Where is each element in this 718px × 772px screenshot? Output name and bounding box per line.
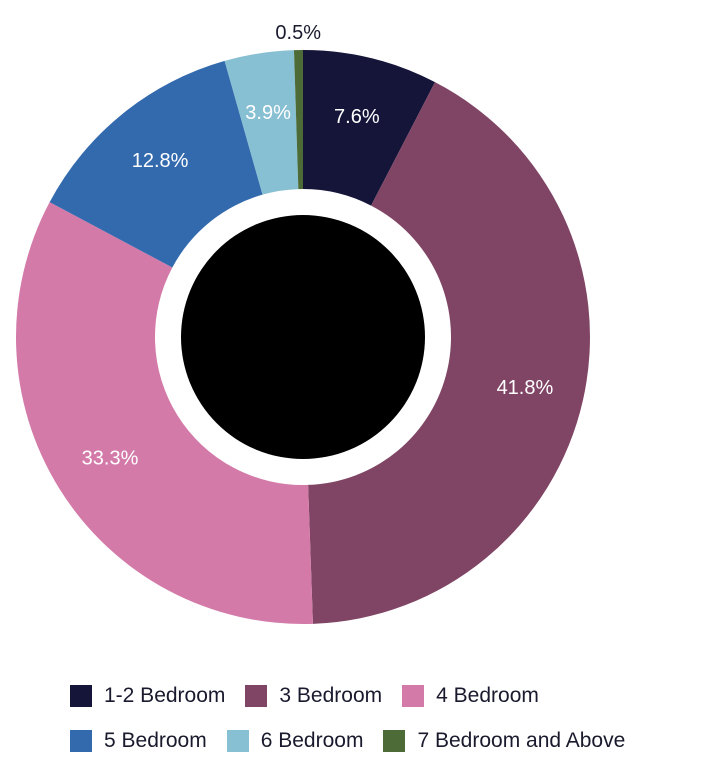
legend-swatch <box>383 730 406 752</box>
slice-7-bedroom-and-above <box>293 50 303 190</box>
legend-item-3-bedroom: 3 Bedroom <box>245 684 382 708</box>
legend-item-5-bedroom: 5 Bedroom <box>70 729 207 753</box>
legend-label: 3 Bedroom <box>279 684 383 707</box>
slice-6-bedroom <box>224 50 299 195</box>
legend-label: 4 Bedroom <box>436 684 539 707</box>
data-label: 12.8% <box>132 150 189 172</box>
legend-row: 5 Bedroom 6 Bedroom 7 Bedroom and Above <box>70 727 710 755</box>
legend-swatch <box>245 685 268 707</box>
data-label: 41.8% <box>497 377 554 399</box>
donut-chart: 7.6% 41.8% 33.3% 12.8% 3.9% 0.5% <box>15 22 591 624</box>
legend-row: 1-2 Bedroom 3 Bedroom 4 Bedroom <box>70 682 710 710</box>
data-label: 7.6% <box>334 106 380 128</box>
legend-swatch <box>70 685 92 707</box>
slice-5-bedroom <box>49 60 263 268</box>
legend-swatch <box>70 730 92 752</box>
legend-item-7-bedroom-and-above: 7 Bedroom and Above <box>383 729 625 753</box>
legend-swatch <box>402 685 425 707</box>
center-circle <box>181 215 425 459</box>
data-label: 33.3% <box>82 447 139 469</box>
legend: 1-2 Bedroom 3 Bedroom 4 Bedroom 5 Bedroo… <box>70 682 710 772</box>
data-label: 3.9% <box>245 102 291 124</box>
slice-3-bedroom <box>308 82 591 624</box>
slice-4-bedroom <box>15 202 313 624</box>
legend-item-6-bedroom: 6 Bedroom <box>226 729 364 753</box>
legend-label: 1-2 Bedroom <box>104 684 226 707</box>
legend-item-4-bedroom: 4 Bedroom <box>402 684 539 708</box>
slice-1-2-bedroom <box>303 50 436 206</box>
legend-label: 5 Bedroom <box>104 729 207 752</box>
legend-item-1-2-bedroom: 1-2 Bedroom <box>70 684 225 708</box>
data-label: 0.5% <box>275 22 321 44</box>
legend-label: 6 Bedroom <box>260 729 364 752</box>
legend-swatch <box>226 730 249 752</box>
legend-label: 7 Bedroom and Above <box>417 729 626 752</box>
